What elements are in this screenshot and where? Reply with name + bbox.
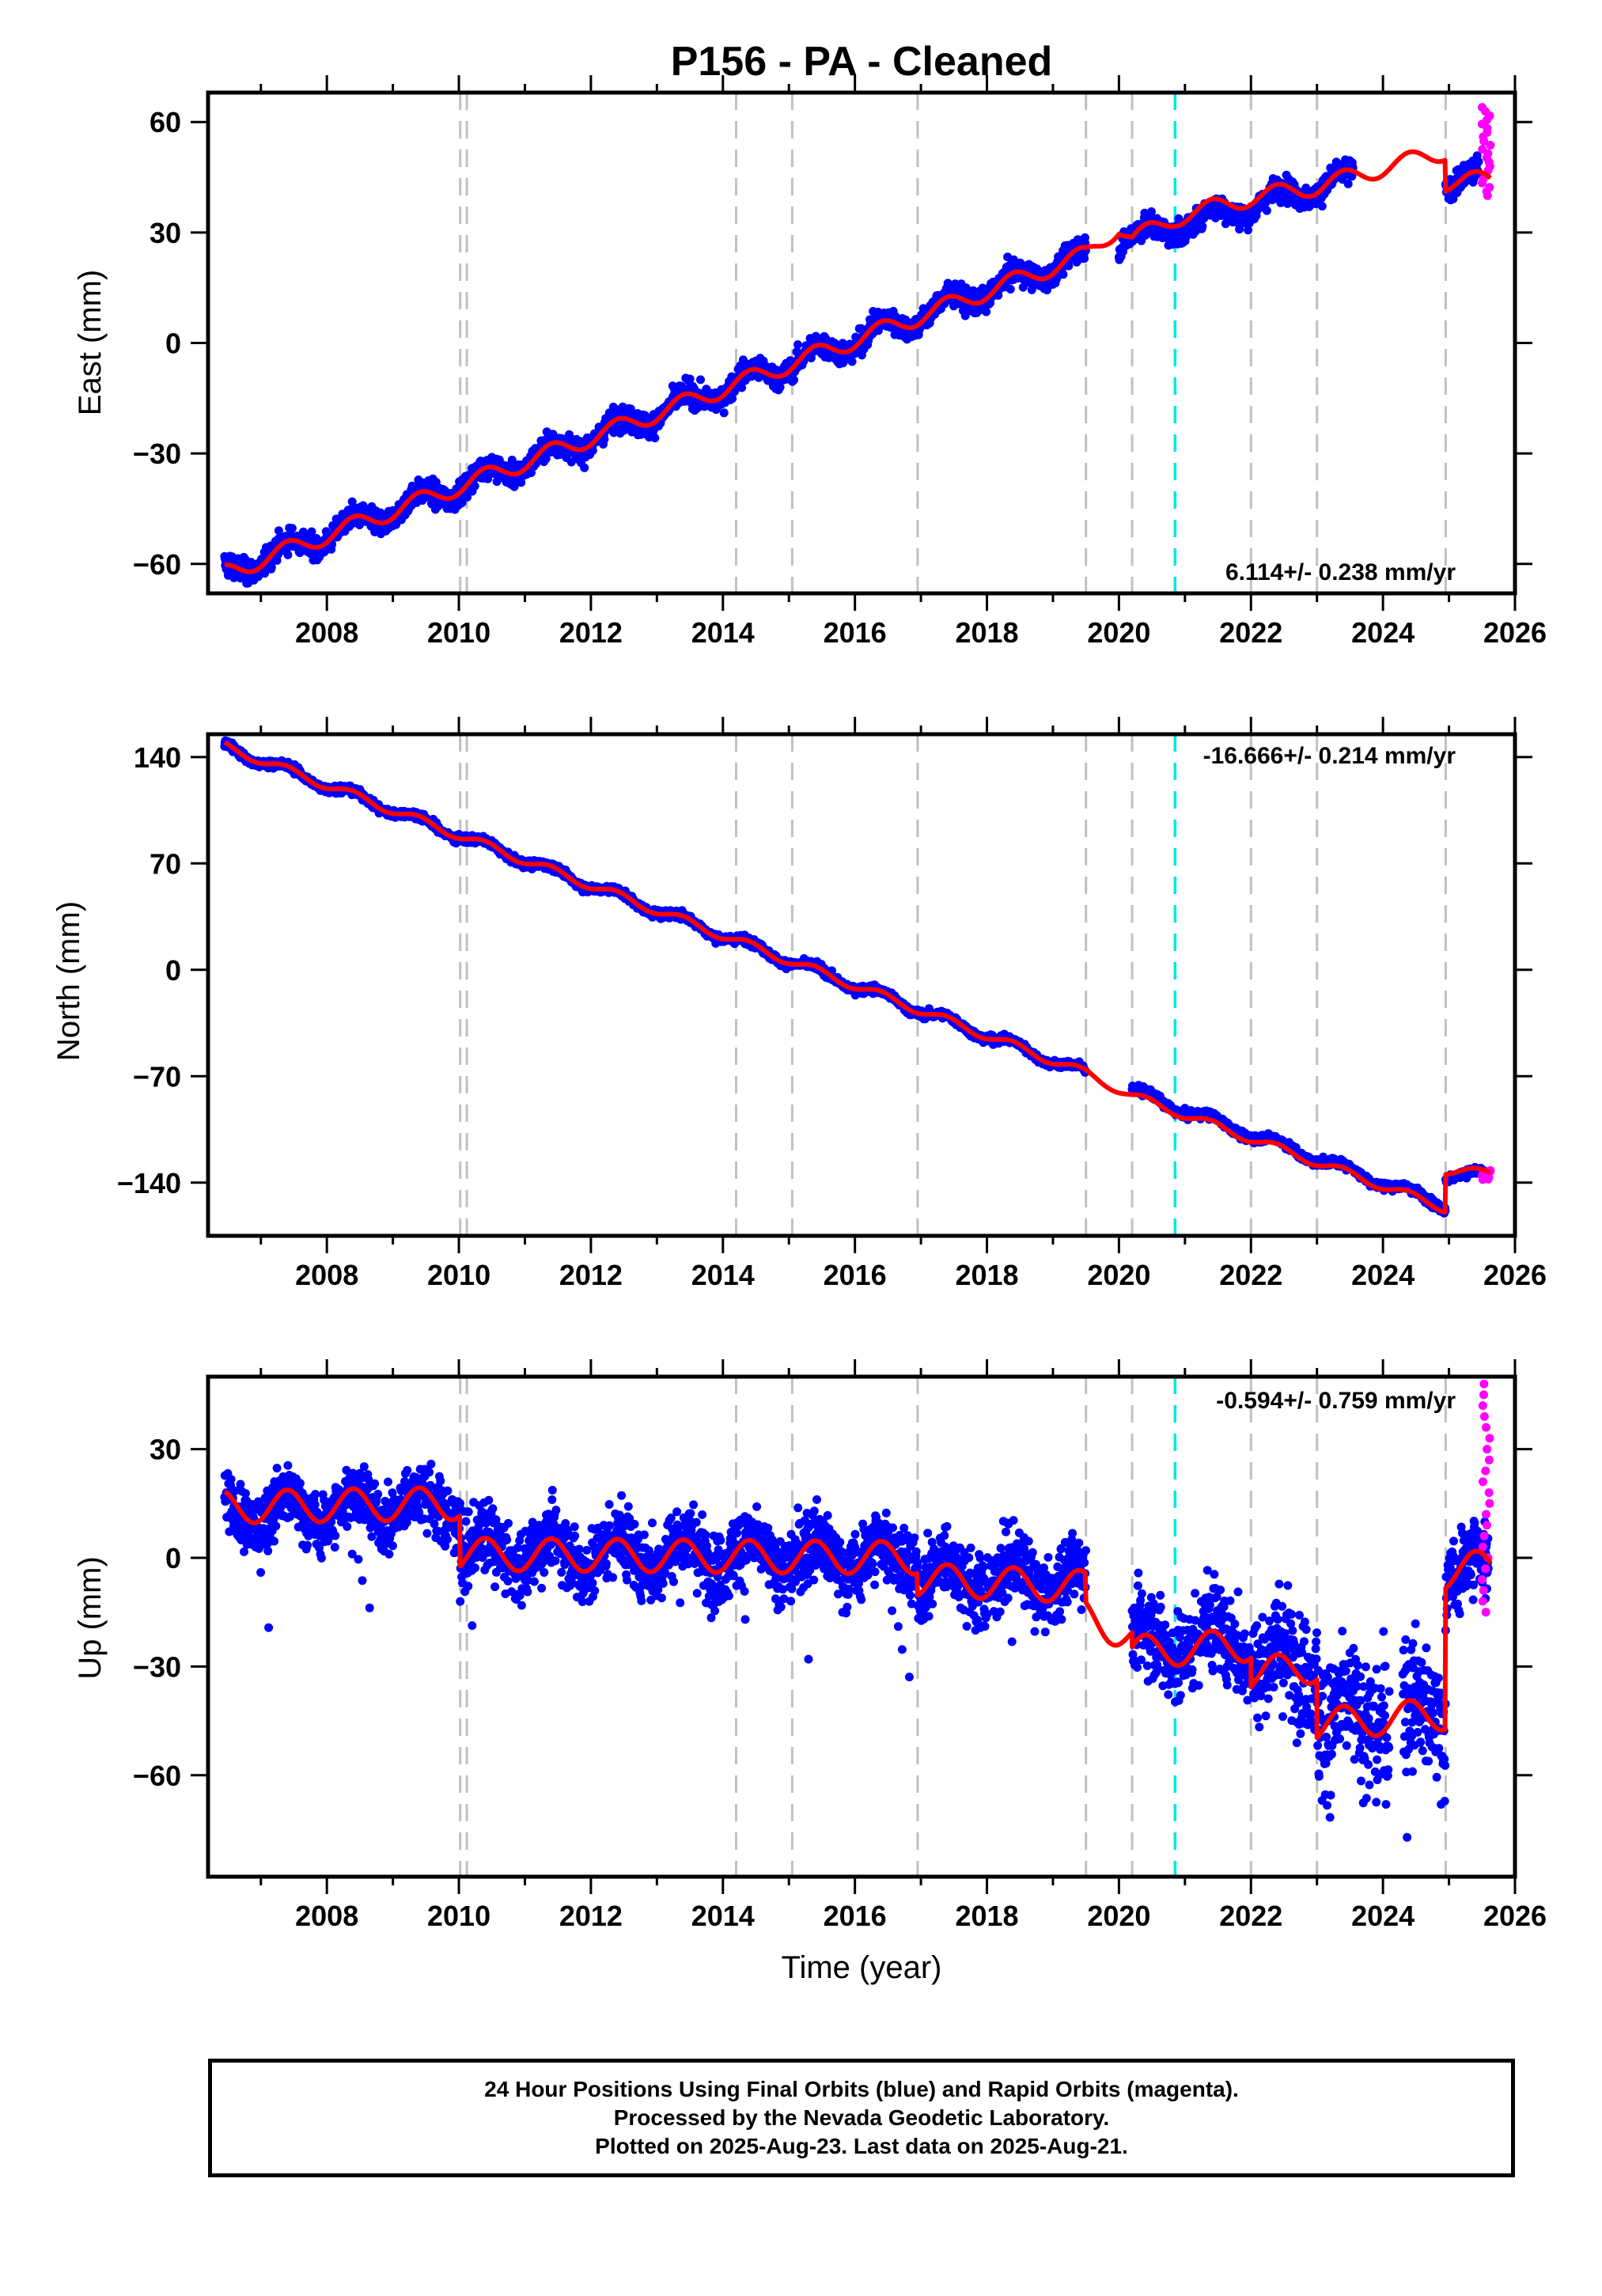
caption-line-3: Plotted on 2025-Aug-23. Last data on 202… (595, 2134, 1128, 2158)
north-y-axis-label: North (mm) (51, 901, 86, 1061)
up-y-tick-label: 0 (165, 1542, 181, 1574)
up-y-tick-label: −30 (133, 1650, 181, 1683)
north-x-tick-label: 2022 (1219, 1259, 1282, 1291)
east-y-tick-label: −60 (133, 548, 181, 581)
up-final-orbit-points (220, 1460, 1493, 1842)
up-x-tick-label: 2010 (427, 1900, 490, 1932)
east-x-tick-label: 2024 (1351, 616, 1415, 649)
up-x-tick-label: 2020 (1087, 1900, 1150, 1932)
east-x-tick-label: 2018 (955, 616, 1018, 649)
east-rapid-orbit-points (1477, 103, 1495, 200)
east-x-tick-label: 2020 (1087, 616, 1150, 649)
north-panel: 2008 2010 2012 2014 2016 2018 2020 2022 2024 2026… (51, 717, 1547, 1291)
east-x-tick-label: 2008 (295, 616, 358, 649)
east-final-orbit-points (220, 151, 1483, 588)
up-rapid-orbit-points (1477, 1379, 1494, 1617)
east-panel: 2008 2010 2012 2014 2016 2018 2020 2022 2024 2026… (73, 75, 1547, 649)
east-y-tick-label: −30 (133, 438, 181, 470)
north-frame (206, 732, 1517, 1238)
caption-line-2: Processed by the Nevada Geodetic Laborat… (613, 2105, 1110, 2130)
north-x-tick-label: 2014 (691, 1259, 755, 1291)
north-x-tick-label: 2026 (1483, 1259, 1547, 1291)
east-x-tick-label: 2026 (1483, 616, 1547, 649)
north-rate-label: -16.666+/- 0.214 mm/yr (1203, 743, 1456, 769)
east-x-tick-label: 2012 (559, 616, 623, 649)
up-rate-label: -0.594+/- 0.759 mm/yr (1216, 1388, 1456, 1414)
east-y-tick-label: 0 (165, 328, 181, 360)
north-model-curve (223, 740, 1492, 1215)
north-x-tick-label: 2010 (427, 1259, 490, 1291)
up-x-tick-label: 2026 (1483, 1900, 1547, 1932)
up-y-axis-label: Up (mm) (73, 1556, 108, 1680)
up-x-tick-label: 2024 (1351, 1900, 1415, 1932)
east-y-tick-label: 60 (150, 106, 181, 138)
north-y-tick-label: 70 (150, 847, 181, 880)
north-final-orbit-points (220, 736, 1493, 1218)
north-x-tick-label: 2020 (1087, 1259, 1150, 1291)
east-x-tick-label: 2010 (427, 616, 490, 649)
east-plot-area (220, 93, 1495, 593)
north-y-tick-label: −70 (133, 1060, 181, 1093)
up-frame (206, 1374, 1517, 1879)
chart-title: P156 - PA - Cleaned (671, 39, 1053, 85)
caption-line-1: 24 Hour Positions Using Final Orbits (bl… (484, 2077, 1239, 2101)
up-x-tick-label: 2022 (1219, 1900, 1282, 1932)
north-y-tick-label: 140 (134, 741, 181, 774)
east-rate-label: 6.114+/- 0.238 mm/yr (1225, 559, 1456, 585)
up-y-tick-label: −60 (133, 1760, 181, 1792)
up-x-tick-label: 2012 (559, 1900, 623, 1932)
north-plot-area (220, 734, 1495, 1236)
up-panel: 2008 2010 2012 2014 2016 2018 2020 2022 2024 2026… (73, 1359, 1547, 1932)
east-y-axis-label: East (mm) (73, 270, 108, 415)
up-x-tick-label: 2016 (824, 1900, 887, 1932)
north-y-tick-label: 0 (165, 954, 181, 987)
north-x-tick-label: 2008 (295, 1259, 358, 1291)
east-model-curve (223, 149, 1492, 574)
east-x-tick-label: 2022 (1219, 616, 1282, 649)
north-x-tick-label: 2016 (824, 1259, 887, 1291)
up-x-tick-label: 2014 (691, 1900, 755, 1932)
x-axis-label: Time (year) (782, 1950, 942, 1985)
north-x-tick-label: 2024 (1351, 1259, 1415, 1291)
up-plot-area (220, 1377, 1494, 1877)
up-x-tick-label: 2018 (955, 1900, 1018, 1932)
east-y-tick-label: 30 (150, 217, 181, 249)
north-y-tick-label: −140 (117, 1167, 181, 1199)
up-x-tick-label: 2008 (295, 1900, 358, 1932)
north-x-tick-label: 2012 (559, 1259, 623, 1291)
caption-box: 24 Hour Positions Using Final Orbits (bl… (208, 2059, 1515, 2177)
east-x-tick-label: 2016 (824, 616, 887, 649)
up-y-tick-label: 30 (150, 1434, 181, 1466)
up-model-curve (223, 1485, 1493, 1741)
north-x-tick-label: 2018 (955, 1259, 1018, 1291)
east-x-tick-label: 2014 (691, 616, 755, 649)
